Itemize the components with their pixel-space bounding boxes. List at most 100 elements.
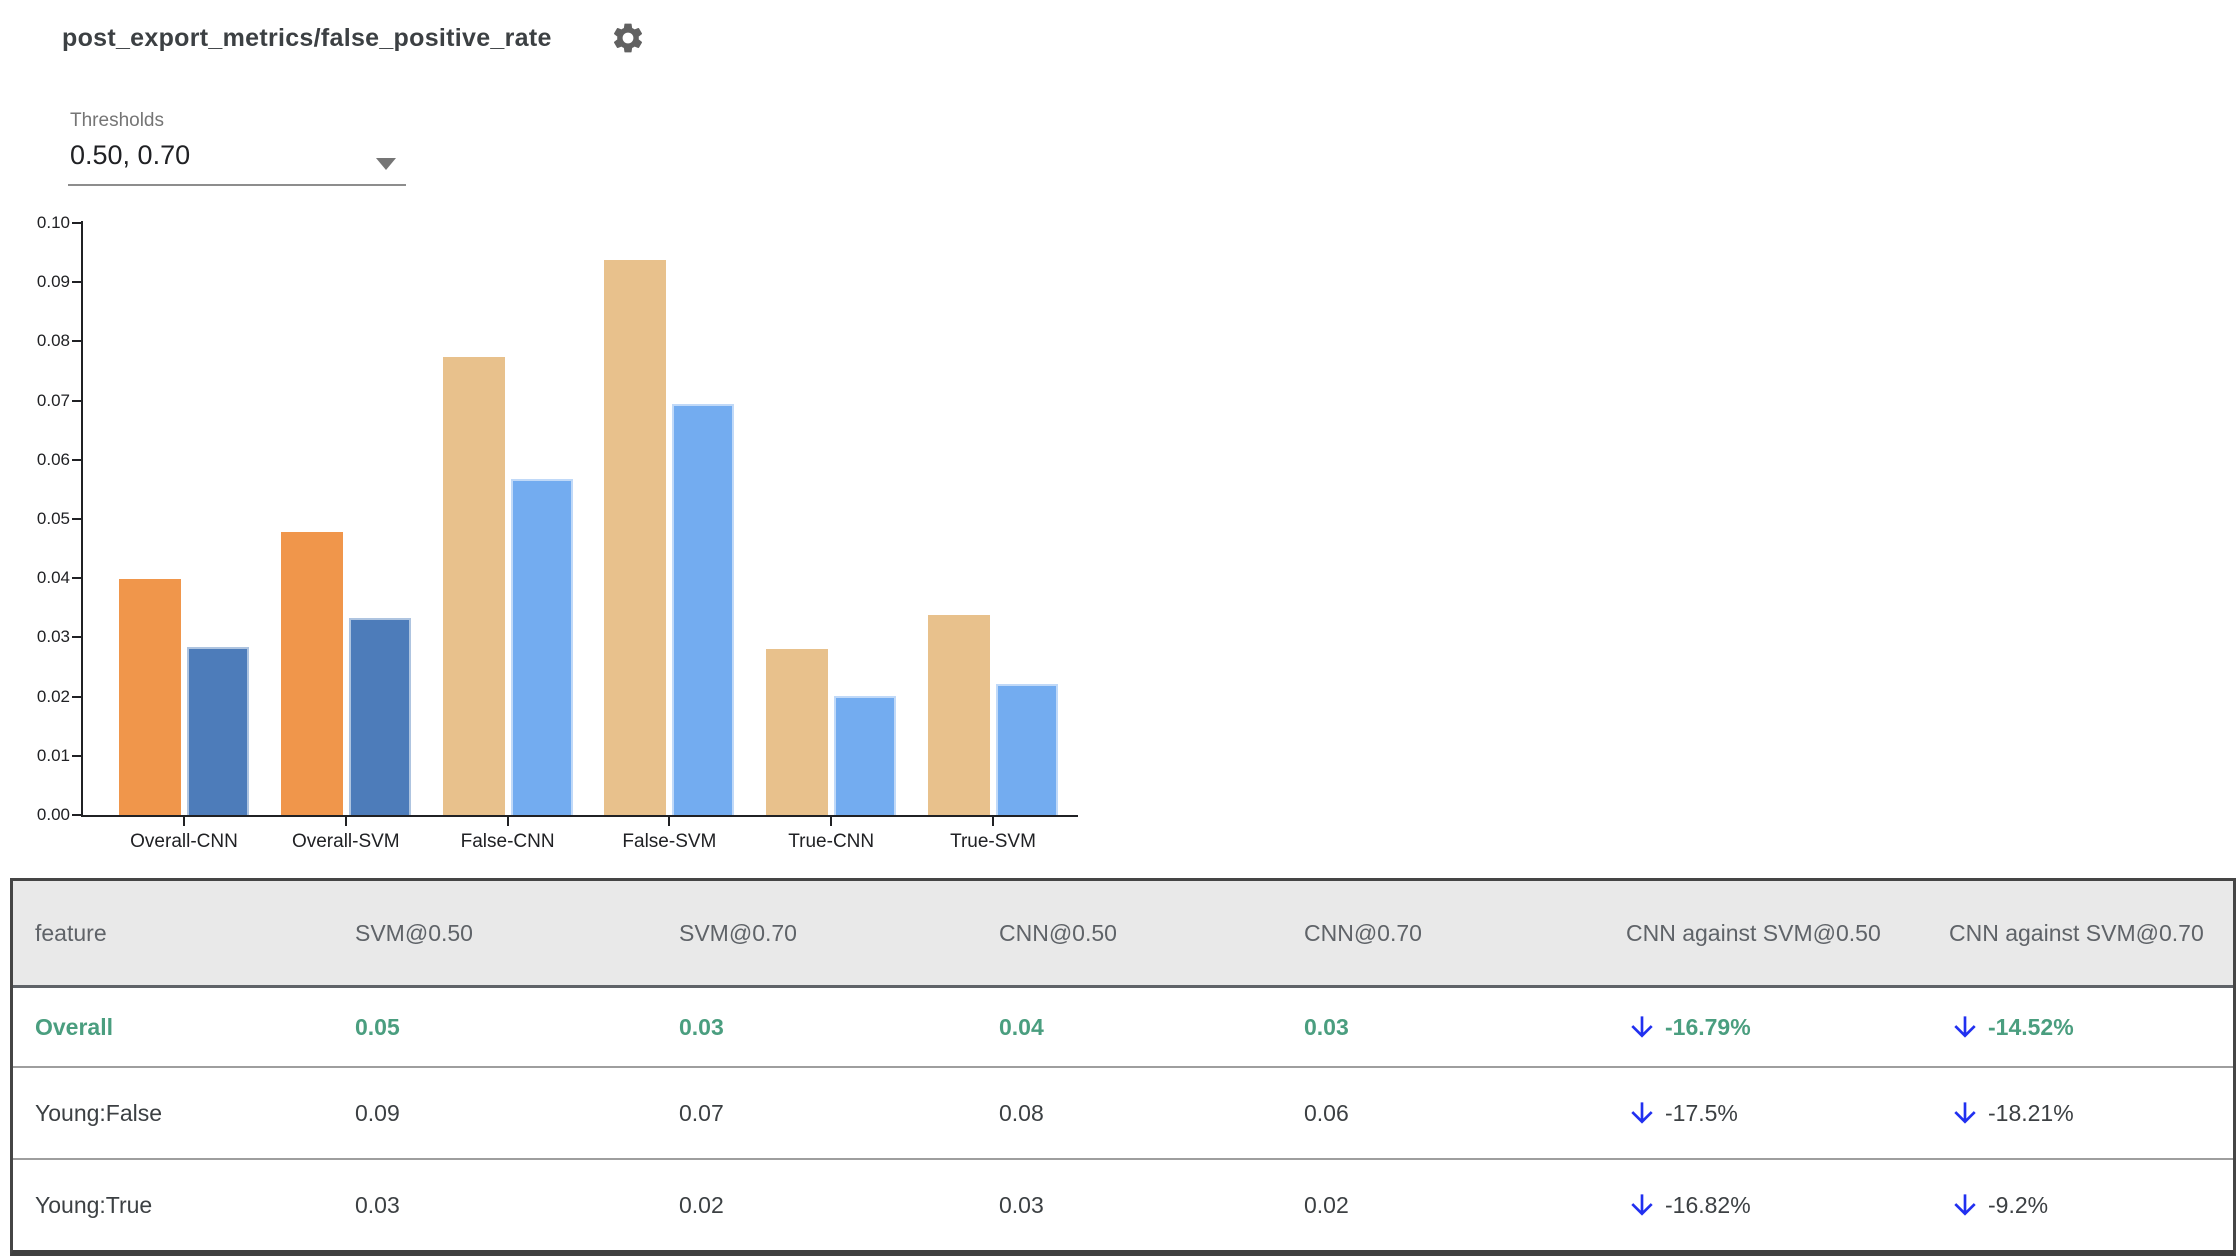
y-axis-tick [72, 636, 81, 639]
value-cell: 0.04 [999, 1013, 1044, 1040]
arrow-down-icon [1954, 1102, 1976, 1124]
value-cell: 0.03 [679, 1013, 724, 1040]
bar-True-CNN-threshold-0.50[interactable] [766, 649, 829, 815]
y-axis-label: 0.06 [36, 449, 70, 469]
delta-value: -16.79% [1665, 1013, 1751, 1040]
y-axis-tick [72, 754, 81, 757]
x-axis-label: Overall-SVM [291, 831, 400, 852]
y-axis-tick [72, 458, 81, 461]
arrow-down-icon [1954, 1194, 1976, 1216]
header-cell: CNN@0.70 [1304, 919, 1422, 946]
thresholds-dropdown[interactable]: 0.50, 0.70 [68, 138, 406, 186]
x-axis-tick [183, 817, 185, 826]
delta-cell: -18.21% [1927, 1068, 2233, 1158]
bar-Overall-CNN-threshold-0.50[interactable] [119, 579, 181, 815]
value-cell: 0.09 [355, 1099, 400, 1126]
y-axis-label: 0.01 [36, 745, 70, 765]
caret-down-icon [376, 158, 396, 170]
x-axis-tick [992, 817, 994, 826]
value-cell: 0.07 [679, 1099, 724, 1126]
settings-gear-icon[interactable] [610, 20, 646, 56]
x-axis-tick [668, 817, 671, 826]
x-axis-label: True-CNN [788, 831, 875, 852]
delta-cell: -16.82% [1604, 1160, 1927, 1250]
y-axis-label: 0.09 [36, 272, 70, 292]
value-cell: 0.03 [999, 1191, 1044, 1218]
table-row-Young:True: Young:True 0.03 0.02 0.03 0.02 -16.82% -9.2% [13, 1160, 2233, 1250]
y-axis-tick [72, 281, 81, 284]
feature-cell: Young:True [35, 1191, 153, 1218]
arrow-down-icon [1954, 1016, 1976, 1038]
value-cell: 0.02 [679, 1191, 724, 1218]
y-axis-tick [72, 814, 81, 816]
metrics-table: feature SVM@0.50 SVM@0.70 CNN@0.50 CNN@0.70 C… [10, 878, 2236, 1256]
y-axis-label: 0.02 [36, 686, 70, 706]
x-axis-label: True-SVM [950, 831, 1036, 852]
value-cell: 0.03 [1304, 1013, 1349, 1040]
delta-cell: -9.2% [1927, 1160, 2233, 1250]
value-cell: 0.06 [1304, 1099, 1349, 1126]
thresholds-label: Thresholds [70, 110, 164, 131]
header-cell: CNN against SVM@0.70 [1949, 919, 2204, 946]
table-row-Young:False: Young:False 0.09 0.07 0.08 0.06 -17.5% -18.21% [13, 1068, 2233, 1160]
y-axis-tick [72, 518, 81, 520]
delta-cell: -16.79% [1604, 988, 1927, 1066]
bar-False-CNN-threshold-0.70[interactable] [510, 479, 573, 815]
x-axis-label: False-CNN [460, 831, 555, 852]
bar-True-CNN-threshold-0.70[interactable] [834, 696, 897, 815]
thresholds-value: 0.50, 0.70 [70, 140, 191, 170]
delta-value: -18.21% [1988, 1099, 2074, 1126]
x-axis-tick [506, 817, 509, 826]
delta-value: -17.5% [1665, 1099, 1738, 1126]
y-axis-label: 0.00 [36, 805, 70, 824]
arrow-down-icon [1631, 1194, 1653, 1216]
bar-False-SVM-threshold-0.50[interactable] [604, 260, 667, 815]
bar-False-CNN-threshold-0.50[interactable] [442, 357, 505, 815]
y-axis-tick [72, 577, 81, 580]
y-axis-tick [72, 399, 81, 402]
value-cell: 0.02 [1304, 1191, 1349, 1218]
x-axis-label: Overall-CNN [130, 831, 238, 852]
header-cell: CNN@0.50 [999, 919, 1117, 946]
value-cell: 0.03 [355, 1191, 400, 1218]
bar-Overall-CNN-threshold-0.70[interactable] [187, 647, 249, 815]
y-axis [81, 221, 83, 817]
delta-value: -16.82% [1665, 1191, 1751, 1218]
x-axis-tick [830, 817, 833, 826]
y-axis-label: 0.07 [36, 390, 70, 410]
arrow-down-icon [1631, 1016, 1653, 1038]
bar-True-SVM-threshold-0.50[interactable] [928, 615, 990, 815]
value-cell: 0.05 [355, 1013, 400, 1040]
delta-value: -9.2% [1988, 1191, 2049, 1218]
y-axis-label: 0.03 [36, 627, 70, 647]
table-row-Overall: Overall 0.05 0.03 0.04 0.03 -16.79% -14.52% [13, 988, 2233, 1068]
feature-cell: Overall [35, 1013, 113, 1040]
header-cell: feature [35, 919, 107, 946]
bar-Overall-SVM-threshold-0.50[interactable] [280, 532, 343, 815]
y-axis-tick [72, 340, 81, 343]
table-header-row: feature SVM@0.50 SVM@0.70 CNN@0.50 CNN@0.70 C… [13, 881, 2233, 988]
header-cell: CNN against SVM@0.50 [1626, 919, 1881, 946]
y-axis-tick [72, 222, 81, 224]
delta-value: -14.52% [1988, 1013, 2074, 1040]
value-cell: 0.08 [999, 1099, 1044, 1126]
x-axis [81, 815, 1078, 817]
metric-title: post_export_metrics/false_positive_rate [62, 24, 552, 52]
y-axis-label: 0.05 [36, 509, 70, 528]
bar-Overall-SVM-threshold-0.70[interactable] [348, 618, 411, 815]
bar-chart: 0.00 0.01 0.02 0.03 0.04 0.05 0.06 0.07 0.08 0.09… [36, 213, 1078, 852]
x-axis-tick [344, 817, 347, 826]
y-axis-label: 0.10 [36, 213, 70, 232]
y-axis-label: 0.08 [36, 331, 70, 351]
header-cell: SVM@0.70 [679, 919, 797, 946]
gear-icon [613, 23, 643, 53]
x-axis-label: False-SVM [622, 831, 717, 852]
header-cell: SVM@0.50 [355, 919, 473, 946]
delta-cell: -14.52% [1927, 988, 2233, 1066]
bar-True-SVM-threshold-0.70[interactable] [996, 684, 1058, 815]
feature-cell: Young:False [35, 1099, 163, 1126]
y-axis-label: 0.04 [36, 568, 70, 588]
bar-False-SVM-threshold-0.70[interactable] [672, 404, 735, 815]
arrow-down-icon [1631, 1102, 1653, 1124]
